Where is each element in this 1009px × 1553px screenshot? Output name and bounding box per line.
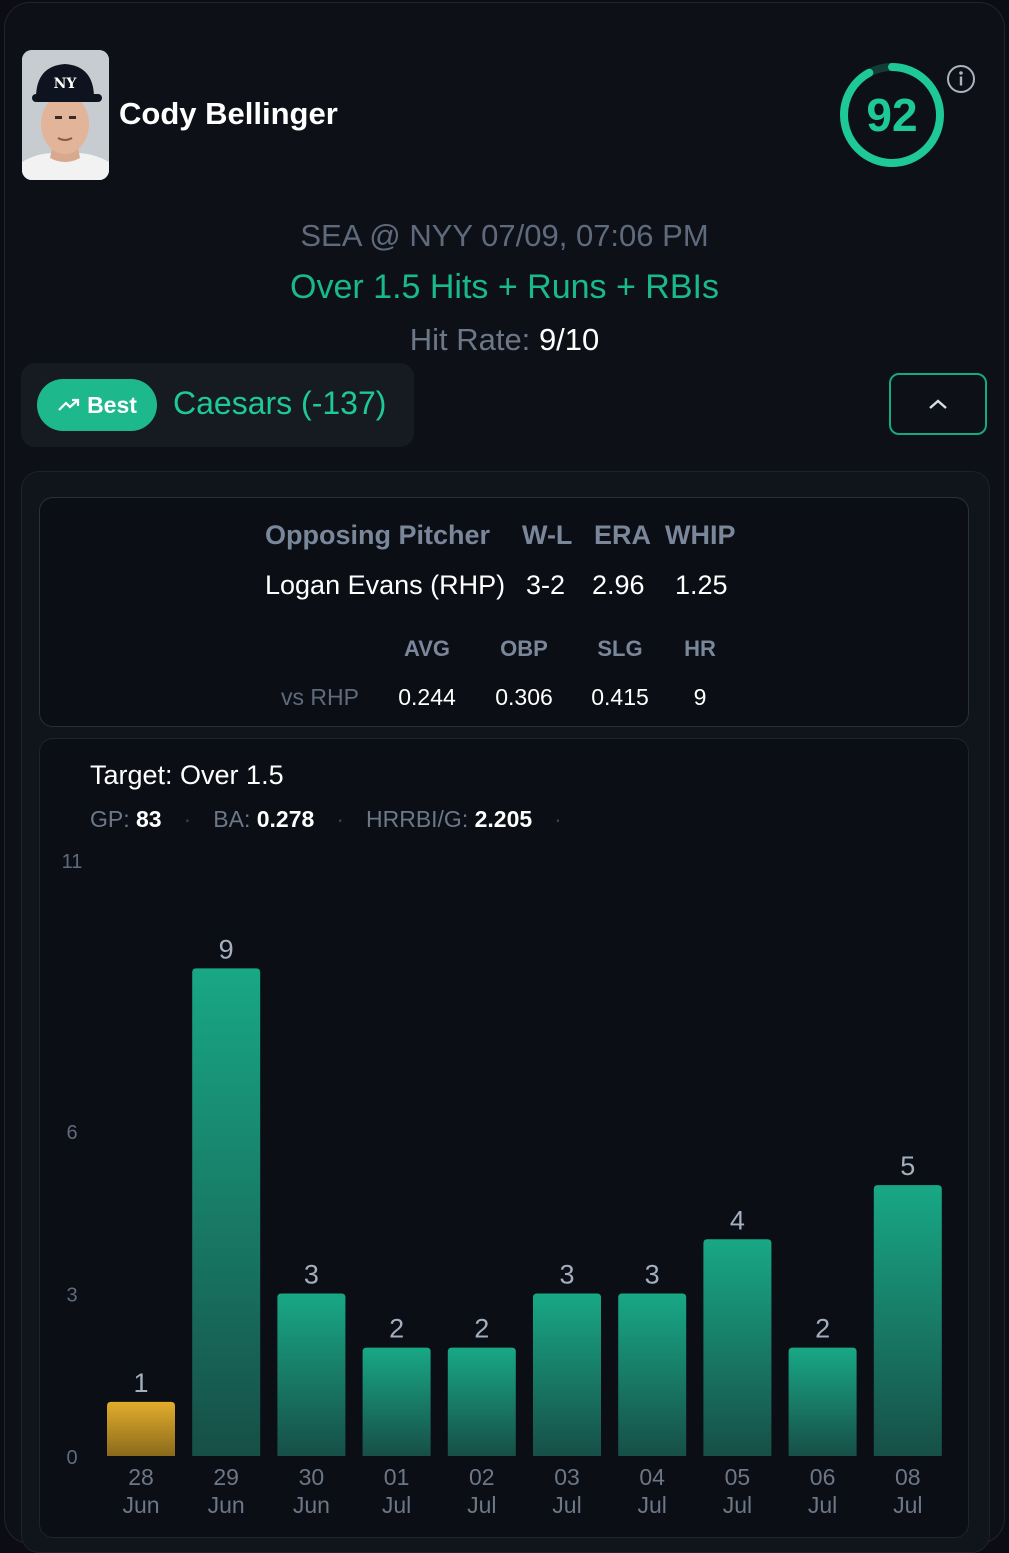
best-badge-label: Best [87, 391, 137, 418]
bar-05-Jul[interactable] [703, 1239, 772, 1456]
bar-value-label: 2 [815, 1314, 830, 1344]
svg-text:NY: NY [54, 76, 78, 92]
x-tick-month: Jul [552, 1492, 581, 1518]
x-tick-day: 29 [213, 1464, 239, 1490]
bar-30-Jun[interactable] [277, 1293, 346, 1456]
sportsbook-name: Caesars (-137) [173, 385, 387, 421]
gp-label: GP: [90, 806, 130, 832]
ba-label: BA: [213, 806, 251, 832]
hit-rate: Hit Rate: 9/10 [0, 322, 1009, 358]
split-obp: 0.306 [495, 684, 553, 710]
chart-target: Target: Over 1.5 [90, 760, 284, 790]
x-tick-month: Jul [723, 1492, 752, 1518]
opposing-pitcher-card [39, 497, 969, 727]
x-tick-day: 03 [554, 1464, 580, 1490]
split-header-avg: AVG [403, 636, 451, 661]
x-tick-day: 08 [895, 1464, 921, 1490]
y-tick-label: 11 [62, 851, 83, 873]
bar-value-label: 4 [730, 1205, 745, 1235]
hrrbi-value: 2.205 [474, 806, 533, 832]
best-badge[interactable]: Best [37, 379, 157, 431]
bar-value-label: 2 [474, 1314, 489, 1344]
trend-up-icon [58, 398, 80, 411]
bar-value-label: 5 [900, 1151, 915, 1181]
x-tick-month: Jul [382, 1492, 411, 1518]
bar-03-Jul[interactable] [533, 1293, 601, 1456]
x-tick-day: 28 [128, 1464, 154, 1490]
pitcher-whip: 1.25 [675, 570, 728, 600]
x-tick-day: 05 [725, 1464, 751, 1490]
pitcher-name: Logan Evans (RHP) [265, 570, 506, 600]
sportsbook-offer[interactable]: Best Caesars (-137) [21, 363, 414, 447]
bar-value-label: 2 [389, 1314, 404, 1344]
info-icon[interactable] [946, 64, 976, 94]
split-header-slg: SLG [597, 636, 643, 661]
bar-08-Jul[interactable] [873, 1185, 942, 1456]
season-stats: GP: 83 · BA: 0.278 · HRRBI/G: 2.205 · [90, 806, 562, 832]
score-ring [840, 63, 944, 167]
bar-28-Jun[interactable] [107, 1401, 175, 1456]
player-name: Cody Bellinger [119, 96, 338, 131]
bar-01-Jul[interactable] [362, 1347, 431, 1456]
split-avg: 0.244 [398, 684, 456, 710]
y-tick-label: 6 [66, 1122, 77, 1144]
header-wl: W-L [522, 520, 573, 550]
gp-value: 83 [136, 806, 162, 832]
x-tick-month: Jul [467, 1492, 496, 1518]
prop-line: Over 1.5 Hits + Runs + RBIs [290, 268, 719, 306]
x-tick-day: 02 [469, 1464, 495, 1490]
game-matchup: SEA @ NYY 07/09, 07:06 PM [300, 218, 709, 253]
x-tick-day: 06 [810, 1464, 836, 1490]
header-whip: WHIP [665, 520, 736, 550]
hrrbi-label: HRRBI/G: [365, 806, 469, 832]
y-tick-label: 3 [66, 1284, 77, 1306]
pitcher-wl: 3-2 [526, 570, 566, 600]
split-label: vs RHP [281, 684, 359, 710]
hit-rate-value: 9/10 [538, 322, 600, 357]
chevron-up-icon [929, 399, 947, 409]
bar-value-label: 9 [219, 934, 234, 964]
player-avatar: NY [22, 50, 109, 180]
pitcher-era: 2.96 [592, 570, 645, 600]
x-tick-day: 01 [384, 1464, 410, 1490]
y-tick-label: 0 [66, 1447, 77, 1469]
bar-value-label: 3 [559, 1259, 574, 1289]
collapse-button[interactable] [889, 373, 987, 435]
ba-value: 0.278 [256, 806, 315, 832]
bar-value-label: 3 [304, 1259, 319, 1289]
bar-value-label: 1 [133, 1368, 148, 1398]
bar-06-Jul[interactable] [788, 1347, 857, 1456]
x-tick-month: Jul [893, 1492, 922, 1518]
x-tick-month: Jun [293, 1492, 330, 1518]
confidence-score: 92 [838, 61, 946, 169]
split-header-obp: OBP [500, 636, 548, 661]
x-tick-day: 30 [299, 1464, 325, 1490]
split-header-hr: HR [684, 636, 716, 661]
header-opposing-pitcher: Opposing Pitcher [265, 520, 491, 550]
hit-rate-label: Hit Rate: [409, 322, 531, 357]
header-era: ERA [594, 520, 652, 550]
bar-02-Jul[interactable] [447, 1347, 516, 1456]
x-tick-month: Jun [122, 1492, 159, 1518]
x-tick-day: 04 [639, 1464, 665, 1490]
split-hr: 9 [693, 684, 707, 710]
bar-29-Jun[interactable] [192, 968, 261, 1456]
x-tick-month: Jun [208, 1492, 245, 1518]
x-tick-month: Jul [808, 1492, 837, 1518]
score-value: 92 [866, 89, 918, 141]
x-tick-month: Jul [637, 1492, 666, 1518]
split-slg: 0.415 [591, 684, 649, 710]
bar-04-Jul[interactable] [618, 1293, 687, 1456]
bar-value-label: 3 [645, 1259, 660, 1289]
